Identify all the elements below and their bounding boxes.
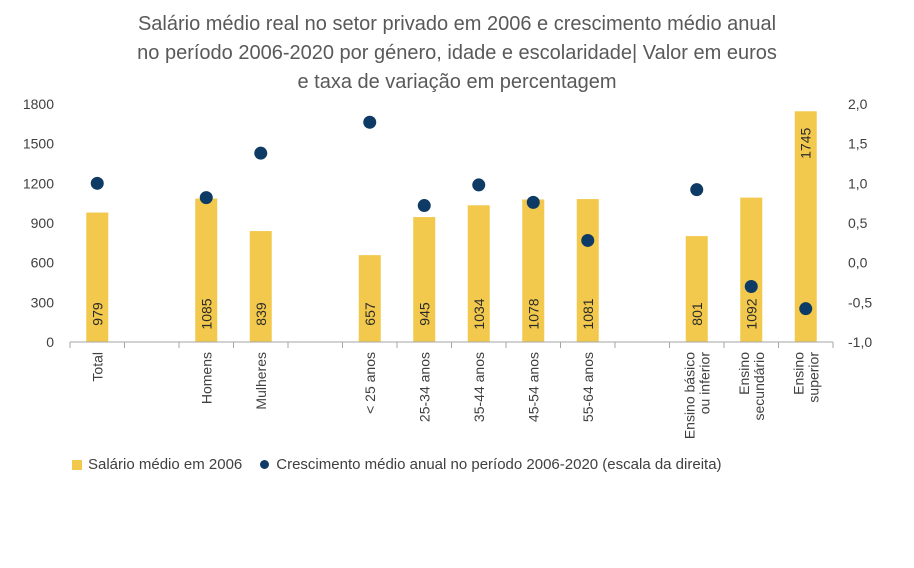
chart-title: Salário médio real no setor privado em 2… bbox=[0, 10, 914, 97]
legend-dot-swatch bbox=[260, 460, 270, 469]
growth-dot bbox=[472, 178, 486, 192]
category-label: Ensino bbox=[790, 352, 806, 395]
growth-dot bbox=[799, 302, 813, 316]
bar-value-label: 657 bbox=[362, 302, 378, 326]
y-right-tick-label: 1,5 bbox=[848, 136, 868, 152]
bar-value-label: 1092 bbox=[743, 298, 759, 329]
bar bbox=[195, 198, 218, 342]
y-left-tick-label: 1800 bbox=[23, 96, 54, 112]
y-left-tick-label: 600 bbox=[31, 255, 55, 271]
growth-dot bbox=[526, 195, 540, 209]
bar-value-label: 801 bbox=[689, 302, 705, 326]
category-label: < 25 anos bbox=[362, 352, 378, 414]
bar bbox=[685, 236, 708, 342]
y-right-tick-label: -0,5 bbox=[848, 294, 872, 310]
chart-legend: Salário médio em 2006 Crescimento médio … bbox=[72, 456, 722, 473]
category-label: superior bbox=[805, 352, 821, 403]
chart-title-line-3: e taxa de variação em percentagem bbox=[297, 71, 617, 93]
y-right-tick-label: 1,0 bbox=[848, 175, 868, 191]
category-label: Mulheres bbox=[253, 352, 269, 410]
growth-dot bbox=[744, 279, 758, 293]
bar bbox=[576, 199, 599, 342]
category-label: Total bbox=[89, 352, 105, 382]
bar bbox=[249, 231, 272, 342]
growth-dot bbox=[199, 191, 213, 205]
y-right-tick-label: -1,0 bbox=[848, 334, 872, 350]
y-left-tick-label: 900 bbox=[31, 215, 55, 231]
legend-bar-swatch bbox=[72, 459, 82, 470]
bar-value-label: 1085 bbox=[198, 298, 214, 329]
bar bbox=[794, 111, 817, 343]
growth-dot bbox=[90, 176, 104, 190]
category-label: 55-64 anos bbox=[580, 352, 596, 422]
bar bbox=[86, 212, 109, 342]
y-left-tick-label: 0 bbox=[46, 334, 54, 350]
bar-value-label: 979 bbox=[89, 302, 105, 326]
y-right-tick-label: 0,5 bbox=[848, 215, 868, 231]
bar bbox=[467, 205, 490, 342]
bar-value-label: 945 bbox=[416, 302, 432, 326]
category-label: 45-54 anos bbox=[525, 352, 541, 422]
bar bbox=[413, 217, 436, 342]
category-label: ou inferior bbox=[696, 352, 712, 415]
bar-value-label: 1081 bbox=[580, 298, 596, 329]
category-label: 35-44 anos bbox=[471, 352, 487, 422]
chart-title-line-2: no período 2006-2020 por género, idade e… bbox=[137, 42, 777, 64]
category-label: Ensino básico bbox=[681, 352, 697, 439]
bar-value-label: 1034 bbox=[471, 298, 487, 329]
bar bbox=[358, 255, 381, 342]
chart-title-line-1: Salário médio real no setor privado em 2… bbox=[137, 13, 777, 35]
y-right-tick-label: 0,0 bbox=[848, 255, 868, 271]
bar-value-label: 1745 bbox=[798, 127, 814, 158]
y-left-tick-label: 1500 bbox=[23, 136, 54, 152]
y-left-tick-label: 300 bbox=[31, 294, 55, 310]
legend-bar-label: Salário médio em 2006 bbox=[88, 456, 243, 473]
legend-dot-label: Crescimento médio anual no período 2006-… bbox=[276, 456, 722, 473]
y-left-tick-label: 1200 bbox=[23, 175, 54, 191]
growth-dot bbox=[417, 199, 431, 213]
category-label: 25-34 anos bbox=[416, 352, 432, 422]
growth-dot bbox=[581, 233, 595, 247]
category-label: secundário bbox=[751, 352, 767, 421]
category-label: Ensino bbox=[736, 352, 752, 395]
bar-value-label: 839 bbox=[253, 302, 269, 326]
bar-value-label: 1078 bbox=[525, 298, 541, 329]
y-right-tick-label: 2,0 bbox=[848, 96, 868, 112]
growth-dot bbox=[690, 183, 704, 197]
bar bbox=[522, 199, 545, 342]
growth-dot bbox=[363, 115, 377, 129]
bar bbox=[740, 197, 763, 342]
growth-dot bbox=[254, 146, 268, 160]
category-label: Homens bbox=[198, 352, 214, 404]
